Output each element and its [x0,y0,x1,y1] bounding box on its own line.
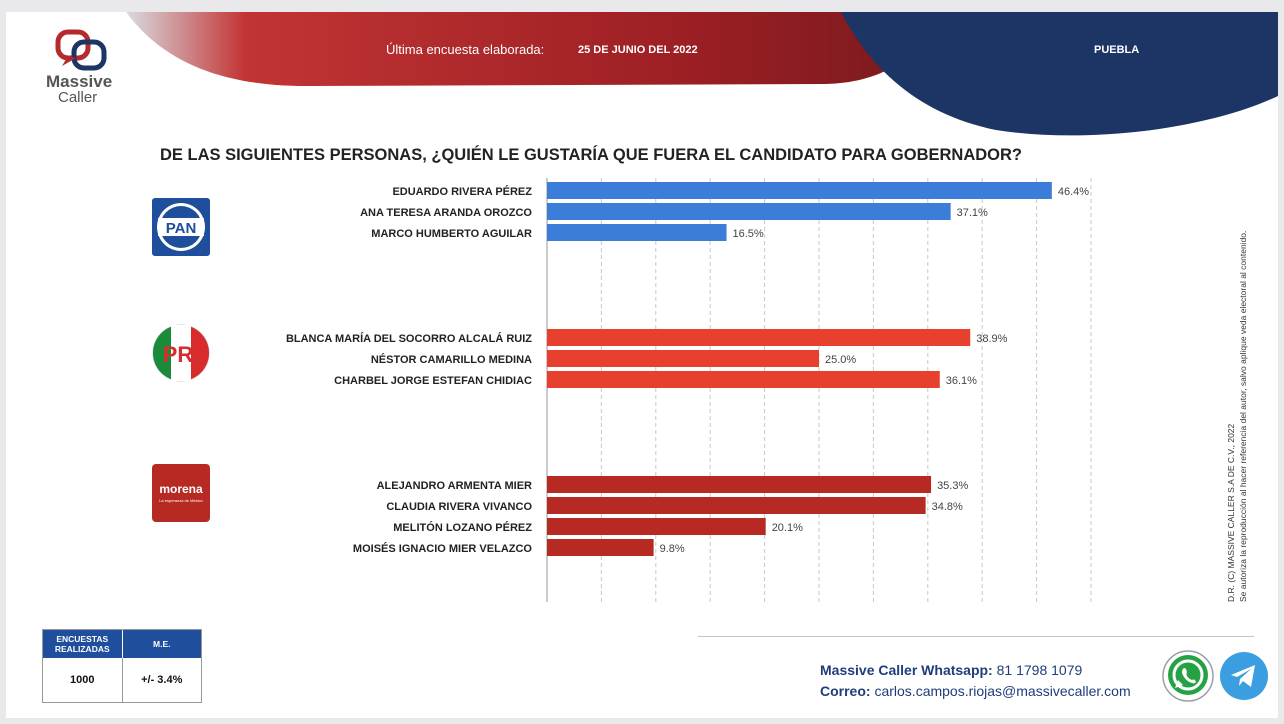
category-label: MOISÉS IGNACIO MIER VELAZCO [353,542,533,555]
bar-pri-1 [547,329,971,346]
survey-date: 25 DE JUNIO DEL 2022 [578,44,698,56]
surveys-header: ENCUESTAS REALIZADAS [43,630,123,658]
morena-logo-tagline: La esperanza de México [159,498,203,503]
morena-logo-text: morena [159,482,203,496]
telegram-icon[interactable] [1218,650,1270,702]
category-label: NÉSTOR CAMARILLO MEDINA [371,353,532,366]
copyright-line1: D.R. (C) MASSIVE CALLER S.A DE C.V., 202… [1226,423,1236,602]
bar-pan-1 [547,182,1052,199]
category-label: ALEJANDRO ARMENTA MIER [377,480,532,492]
bar-morena-3 [547,518,766,535]
region-label: PUEBLA [1094,44,1140,56]
value-label: 34.8% [932,501,963,513]
header-decoration [126,12,1278,136]
bar-morena-4 [547,539,654,556]
category-label: ANA TERESA ARANDA OROZCO [360,207,532,219]
value-label: 46.4% [1058,186,1089,198]
pan-logo-text: PAN [166,220,197,237]
bar-morena-1 [547,476,932,493]
brand-name-line2: Caller [58,89,98,106]
value-label: 37.1% [957,207,988,219]
category-label: MARCO HUMBERTO AGUILAR [371,228,532,240]
stats-table: ENCUESTAS REALIZADAS M.E. 1000 +/- 3.4% [42,629,202,703]
pri-logo-text: PRI [163,342,200,367]
value-label: 38.9% [976,333,1007,345]
divider [698,636,1254,637]
copyright-line2: Se autoriza la reproducción al hacer ref… [1238,230,1248,602]
pan-logo-icon: PAN [152,198,210,256]
copyright-notice: D.R. (C) MASSIVE CALLER S.A DE C.V., 202… [1225,231,1248,602]
morena-logo-icon: morena La esperanza de México [152,464,210,522]
bar-pan-3 [547,224,727,241]
brand-name-line1: Massive [46,72,113,91]
chart-title: DE LAS SIGUIENTES PERSONAS, ¿QUIÉN LE GU… [159,146,1023,164]
value-label: 16.5% [733,228,764,240]
whatsapp-icon[interactable] [1162,650,1214,702]
surveys-value: 1000 [43,658,123,702]
whatsapp-label: Massive Caller Whatsapp: [820,662,993,678]
margin-error-header: M.E. [153,639,171,649]
bar-pri-2 [547,350,819,367]
massive-caller-logo-icon [55,29,107,71]
red-banner-shape [126,12,922,86]
category-label: CLAUDIA RIVERA VIVANCO [386,501,532,513]
category-label: CHARBEL JORGE ESTEFAN CHIDIAC [334,375,532,387]
survey-label: Última encuesta elaborada: [386,42,545,57]
bar-morena-2 [547,497,926,514]
whatsapp-number[interactable]: 81 1798 1079 [996,662,1083,678]
value-label: 20.1% [772,522,803,534]
navy-banner-shape [841,12,1278,136]
bar-pri-3 [547,371,940,388]
bar-chart: EDUARDO RIVERA PÉREZ 46.4% ANA TERESA ARAN… [286,178,1092,602]
margin-error-value: +/- 3.4% [141,674,183,686]
value-label: 25.0% [825,354,856,366]
value-label: 36.1% [946,375,977,387]
category-label: EDUARDO RIVERA PÉREZ [392,185,532,198]
contact-info: Massive Caller Whatsapp: 81 1798 1079 Co… [820,660,1131,702]
category-label: MELITÓN LOZANO PÉREZ [393,521,532,534]
poll-slide: Massive Caller Última encuesta elaborada… [6,12,1278,718]
bar-pan-2 [547,203,951,220]
value-label: 35.3% [937,480,968,492]
pri-logo-icon: PRI [152,324,210,382]
category-label: BLANCA MARÍA DEL SOCORRO ALCALÁ RUIZ [286,332,532,345]
value-label: 9.8% [660,543,685,555]
email-address[interactable]: carlos.campos.riojas@massivecaller.com [874,683,1131,699]
email-label: Correo: [820,683,871,699]
